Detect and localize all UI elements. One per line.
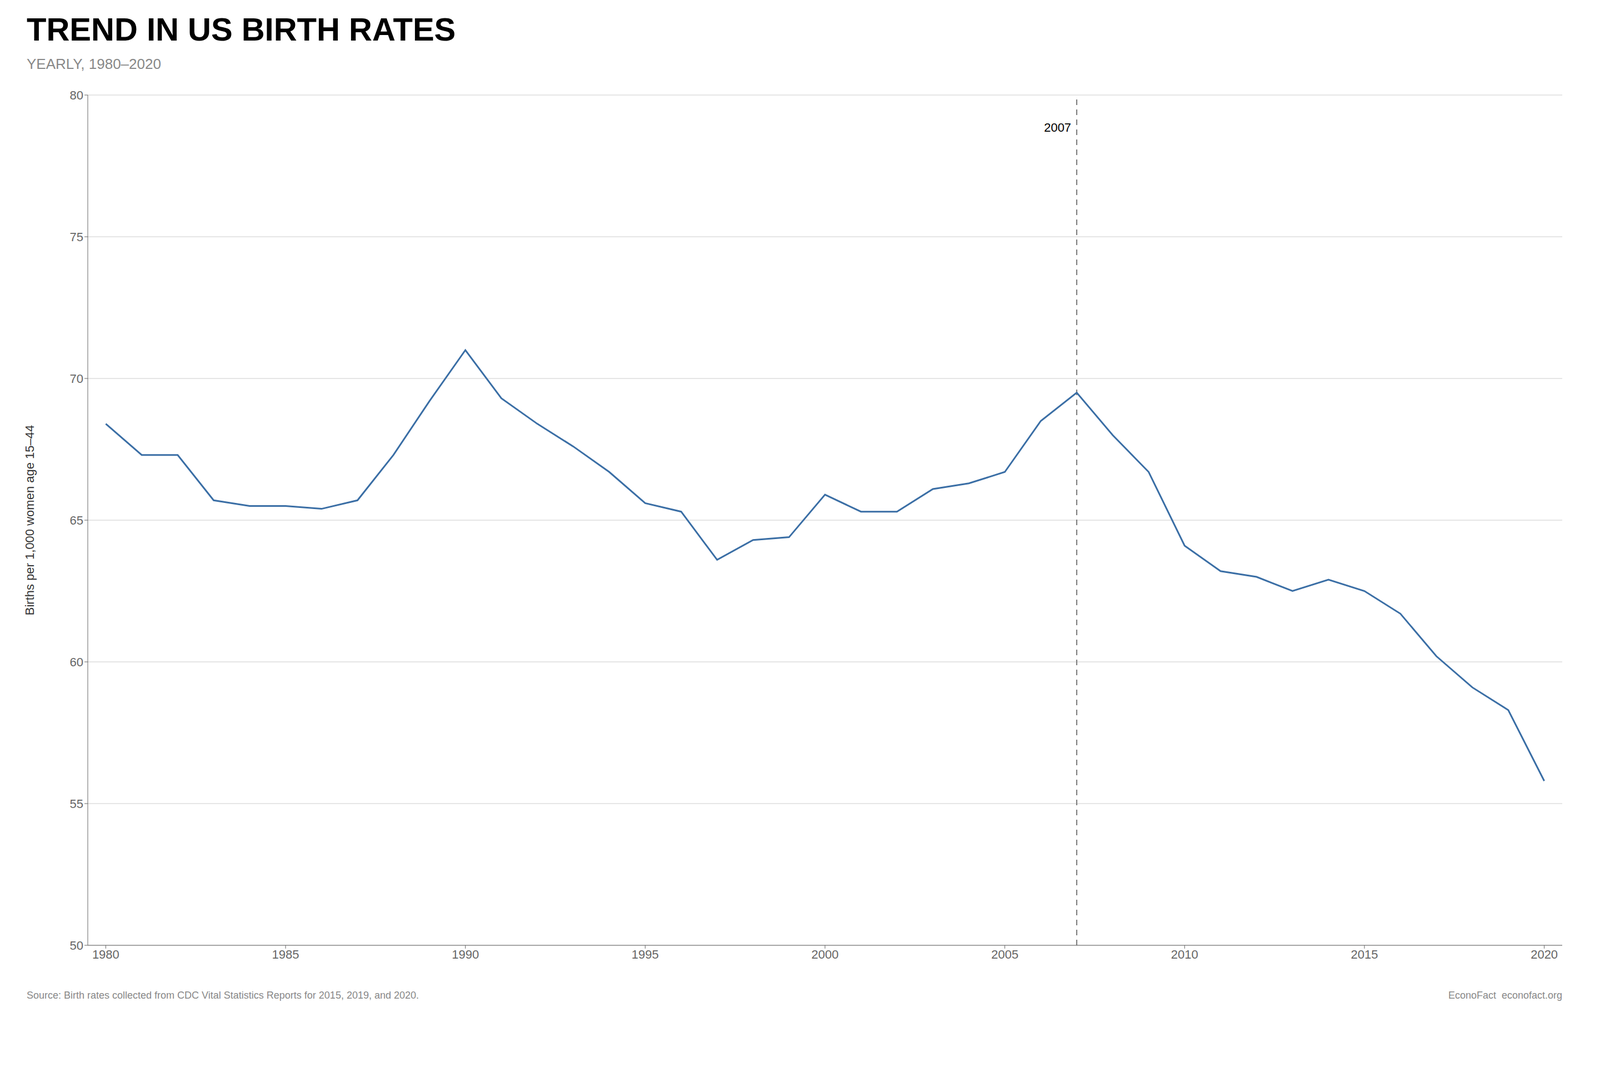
svg-text:2020: 2020 <box>1530 946 1558 961</box>
svg-text:2000: 2000 <box>811 946 839 961</box>
svg-text:70: 70 <box>70 371 84 386</box>
html-text:YEARLY, 1980–2020: YEARLY, 1980–2020 <box>26 55 162 72</box>
html-text:TREND IN US BIRTH RATES: TREND IN US BIRTH RATES <box>26 11 456 48</box>
svg-text:2015: 2015 <box>1350 946 1378 961</box>
svg-text:50: 50 <box>70 938 84 953</box>
svg-text:55: 55 <box>70 796 84 811</box>
svg-text:2010: 2010 <box>1171 946 1199 961</box>
svg-text:80: 80 <box>70 88 84 103</box>
svg-text:1980: 1980 <box>92 946 120 961</box>
svg-text:1990: 1990 <box>451 946 479 961</box>
svg-text:60: 60 <box>70 655 84 669</box>
html-text:EconoFact econofact.org: EconoFact econofact.org <box>1448 989 1563 1001</box>
svg-text:75: 75 <box>70 230 84 244</box>
svg-text:1995: 1995 <box>631 946 659 961</box>
svg-text:65: 65 <box>70 513 84 528</box>
html-text:Source: Birth rates collected: Source: Birth rates collected from CDC V… <box>26 989 419 1001</box>
svg-text:2007: 2007 <box>1043 120 1072 135</box>
svg-text:Births per 1,000 women age 15–: Births per 1,000 women age 15–44 <box>22 425 37 615</box>
svg-text:1985: 1985 <box>272 946 300 961</box>
svg-text:2005: 2005 <box>991 946 1019 961</box>
